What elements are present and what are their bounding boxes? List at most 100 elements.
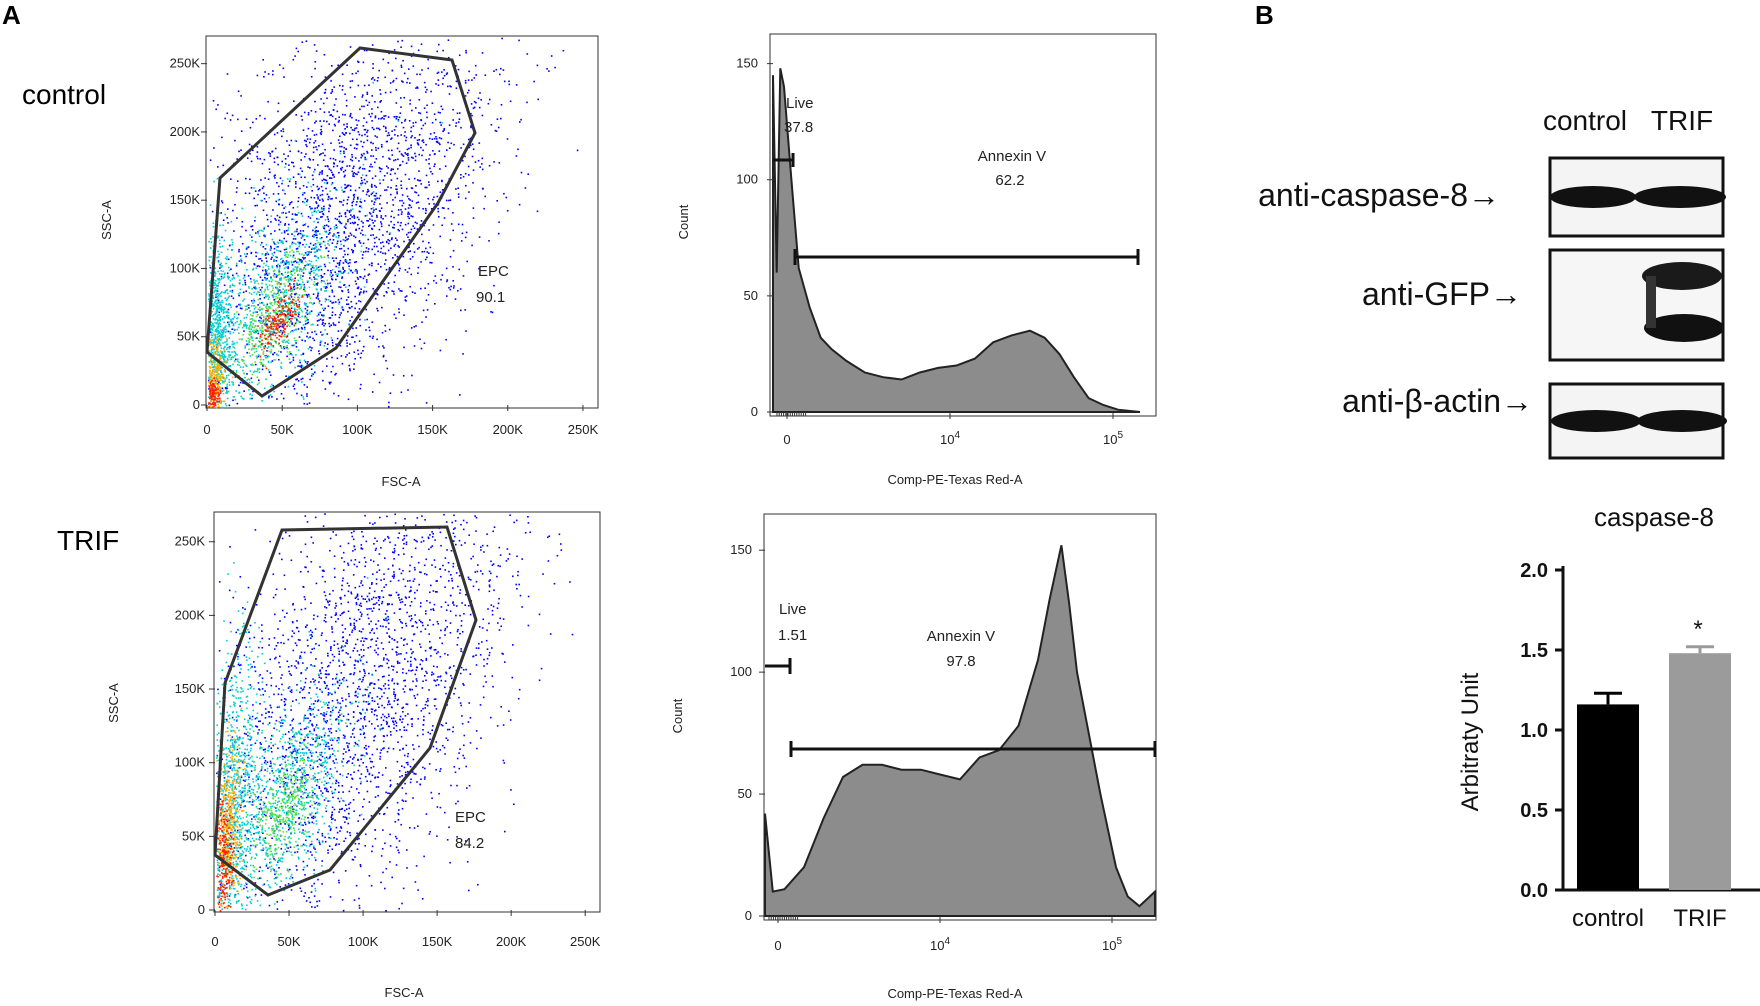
scatter-point: [215, 387, 218, 390]
scatter-point: [277, 310, 279, 313]
scatter-point: [213, 287, 215, 289]
scatter-point: [464, 79, 467, 82]
scatter-point: [353, 129, 356, 132]
scatter-point: [410, 215, 412, 217]
scatter-point: [342, 85, 344, 87]
scatter-point: [297, 196, 300, 199]
scatter-point: [329, 205, 331, 207]
scatter-point: [218, 322, 221, 324]
scatter-point: [321, 143, 324, 146]
scatter-point: [283, 283, 286, 285]
scatter-point: [264, 177, 266, 179]
scatter-point: [355, 268, 357, 271]
scatter-point: [266, 285, 269, 288]
scatter-point: [209, 397, 211, 400]
scatter-point: [395, 89, 398, 91]
scatter-point: [286, 351, 289, 353]
scatter-point: [318, 352, 321, 355]
scatter-point: [307, 319, 309, 321]
scatter-point: [378, 238, 380, 241]
scatter-point: [423, 107, 426, 109]
scatter-point: [372, 287, 375, 290]
scatter-point: [245, 118, 248, 120]
scatter-point: [369, 335, 371, 338]
scatter-point: [400, 64, 403, 67]
scatter-point: [272, 315, 274, 317]
scatter-point: [313, 281, 316, 283]
scatter-point: [464, 236, 467, 239]
scatter-point: [371, 166, 373, 168]
scatter-point: [386, 202, 388, 204]
scatter-point: [212, 303, 215, 305]
scatter-point: [219, 364, 221, 367]
scatter-point: [254, 306, 257, 309]
scatter-point: [357, 198, 359, 200]
scatter-point: [279, 335, 282, 337]
scatter-point: [246, 246, 248, 249]
scatter-point: [236, 158, 238, 160]
scatter-point: [466, 260, 468, 263]
scatter-point: [235, 191, 238, 193]
scatter-point: [277, 318, 279, 321]
scatter-point: [345, 186, 348, 188]
scatter-point: [487, 102, 490, 105]
scatter-point: [280, 262, 282, 264]
scatter-point: [216, 365, 219, 367]
scatter-point: [208, 298, 210, 300]
scatter-point: [217, 388, 219, 390]
scatter-point: [273, 332, 275, 334]
scatter-point: [267, 335, 270, 338]
scatter-point: [301, 328, 303, 330]
scatter-point: [431, 138, 434, 140]
scatter-point: [212, 390, 215, 393]
scatter-point: [439, 349, 442, 352]
scatter-point: [323, 324, 325, 327]
scatter-point: [464, 309, 466, 311]
scatter-point: [215, 339, 218, 341]
scatter-point: [293, 344, 296, 347]
scatter-point: [334, 217, 337, 220]
scatter-point: [214, 374, 217, 377]
scatter-point: [258, 286, 261, 289]
scatter-point: [329, 177, 331, 179]
scatter-point: [269, 351, 272, 354]
scatter-point: [211, 373, 213, 375]
scatter-point: [295, 311, 297, 314]
scatter-point: [218, 281, 221, 283]
scatter-point: [325, 810, 328, 813]
scatter-point: [347, 296, 350, 298]
scatter-point: [326, 182, 328, 185]
scatter-point: [213, 334, 215, 336]
scatter-point: [422, 141, 425, 144]
scatter-point: [380, 225, 383, 228]
scatter-point: [512, 644, 514, 646]
scatter-point: [331, 341, 334, 344]
scatter-point: [284, 386, 286, 388]
scatter-point: [253, 300, 256, 303]
scatter-point: [247, 337, 249, 340]
scatter-point: [257, 265, 259, 267]
scatter-point: [306, 362, 308, 365]
scatter-point: [291, 302, 294, 304]
scatter-point: [309, 297, 312, 300]
y-tick-label: 250K: [170, 56, 201, 71]
scatter-point: [300, 551, 302, 553]
scatter-point: [248, 348, 250, 351]
scatter-point: [425, 159, 427, 161]
scatter-point: [401, 622, 403, 624]
scatter-point: [302, 396, 305, 398]
scatter-point: [383, 118, 385, 120]
scatter-point: [278, 216, 281, 219]
scatter-point: [441, 71, 443, 73]
scatter-point: [213, 380, 215, 382]
scatter-point: [268, 268, 270, 270]
scatter-point: [222, 353, 225, 355]
scatter-point: [304, 197, 307, 200]
scatter-point: [272, 287, 274, 289]
scatter-point: [357, 353, 360, 355]
scatter-point: [212, 384, 214, 386]
scatter-point: [295, 282, 298, 285]
scatter-point: [301, 296, 304, 298]
scatter-point: [273, 340, 276, 342]
scatter-point: [293, 383, 296, 386]
